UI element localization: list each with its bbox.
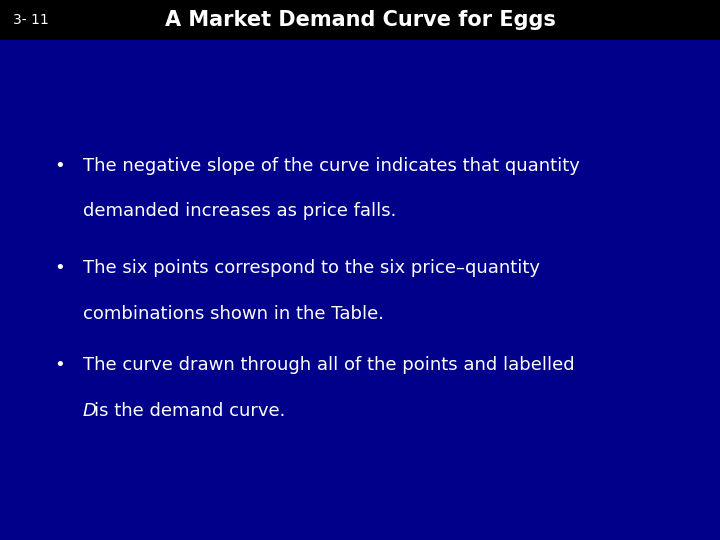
Text: The six points correspond to the six price–quantity: The six points correspond to the six pri… [83, 259, 540, 277]
Text: The negative slope of the curve indicates that quantity: The negative slope of the curve indicate… [83, 157, 580, 174]
Text: D: D [83, 402, 96, 420]
Text: 3- 11: 3- 11 [13, 13, 49, 27]
Text: •: • [54, 356, 65, 374]
Text: •: • [54, 157, 65, 174]
Text: •: • [54, 259, 65, 277]
Text: demanded increases as price falls.: demanded increases as price falls. [83, 202, 396, 220]
Bar [0, 0, 720, 40]
Text: combinations shown in the Table.: combinations shown in the Table. [83, 305, 384, 323]
Text: The curve drawn through all of the points and labelled: The curve drawn through all of the point… [83, 356, 575, 374]
Text: A Market Demand Curve for Eggs: A Market Demand Curve for Eggs [165, 10, 555, 30]
Text: is the demand curve.: is the demand curve. [94, 402, 286, 420]
